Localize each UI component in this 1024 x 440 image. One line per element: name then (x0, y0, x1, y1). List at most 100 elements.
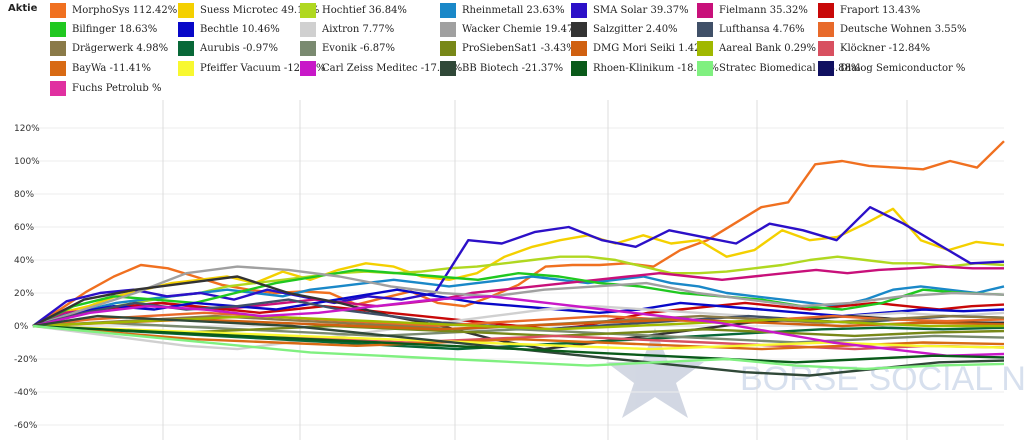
legend-label: Bechtle 10.46% (200, 23, 280, 35)
legend-item[interactable]: Rheinmetall 23.63% (440, 2, 565, 18)
legend-item[interactable]: Aixtron 7.77% (300, 21, 394, 37)
series-lines (32, 140, 1005, 377)
legend-label: Dialog Semiconductor % (840, 62, 966, 74)
legend-swatch (818, 21, 834, 37)
legend-swatch (50, 80, 66, 96)
legend-item[interactable]: Deutsche Wohnen 3.55% (818, 21, 966, 37)
legend-label: Stratec Biomedical -23.88% (719, 62, 861, 74)
legend-item[interactable]: Fuchs Petrolub % (50, 80, 161, 96)
legend-swatch (178, 40, 194, 56)
legend-label: Fraport 13.43% (840, 4, 921, 16)
y-tick-label: -40% (14, 388, 38, 398)
legend-label: Lufthansa 4.76% (719, 23, 805, 35)
legend-swatch (300, 60, 316, 76)
legend-item[interactable]: ProSiebenSat1 -3.43% (440, 40, 576, 56)
legend-item[interactable]: Aurubis -0.97% (178, 40, 278, 56)
legend-item[interactable]: Salzgitter 2.40% (571, 21, 678, 37)
legend-item[interactable]: Lufthansa 4.76% (697, 21, 805, 37)
y-tick-label: -20% (14, 355, 38, 365)
legend-label: SMA Solar 39.37% (593, 4, 689, 16)
legend-item[interactable]: Klöckner -12.84% (818, 40, 930, 56)
y-tick-label: 20% (14, 289, 34, 299)
legend-swatch (571, 40, 587, 56)
legend-swatch (697, 21, 713, 37)
legend-label: ProSiebenSat1 -3.43% (462, 42, 576, 54)
legend-item[interactable]: Drägerwerk 4.98% (50, 40, 168, 56)
legend-swatch (178, 2, 194, 18)
legend-label: Fielmann 35.32% (719, 4, 808, 16)
legend-item[interactable]: Stratec Biomedical -23.88% (697, 60, 860, 76)
legend-swatch (440, 21, 456, 37)
legend-label: Salzgitter 2.40% (593, 23, 678, 35)
legend-label: Hochtief 36.84% (322, 4, 407, 16)
legend-label: Rhoen-Klinikum -18.69% (593, 62, 719, 74)
series-line (32, 265, 1005, 328)
legend-swatch (571, 60, 587, 76)
legend-label: Fuchs Petrolub % (72, 82, 162, 94)
legend-title: Aktie (8, 3, 38, 14)
legend-swatch (571, 2, 587, 18)
legend-item[interactable]: BayWa -11.41% (50, 60, 151, 76)
legend-item[interactable]: Fielmann 35.32% (697, 2, 808, 18)
legend-item[interactable]: BB Biotech -21.37% (440, 60, 563, 76)
legend-swatch (440, 40, 456, 56)
legend-swatch (50, 2, 66, 18)
y-tick-label: 60% (14, 223, 34, 233)
legend-swatch (697, 2, 713, 18)
legend-item[interactable]: DMG Mori Seiki 1.42% (571, 40, 710, 56)
legend-swatch (818, 2, 834, 18)
y-tick-label: 80% (14, 190, 34, 200)
legend-label: Carl Zeiss Meditec -17.04% (322, 62, 463, 74)
legend-item[interactable]: Hochtief 36.84% (300, 2, 407, 18)
series-line (32, 205, 1005, 327)
legend-swatch (300, 40, 316, 56)
legend-label: Bilfinger 18.63% (72, 23, 158, 35)
series-line (32, 140, 1005, 328)
y-tick-label: 0% (14, 322, 29, 332)
legend-item[interactable]: Suess Microtec 49.15% (178, 2, 319, 18)
legend-item[interactable]: Bilfinger 18.63% (50, 21, 157, 37)
legend-label: BayWa -11.41% (72, 62, 152, 74)
legend-label: Evonik -6.87% (322, 42, 395, 54)
legend-swatch (178, 21, 194, 37)
y-tick-label: 40% (14, 256, 34, 266)
legend-item[interactable]: Rhoen-Klinikum -18.69% (571, 60, 719, 76)
legend-label: Aixtron 7.77% (322, 23, 395, 35)
legend-item[interactable]: SMA Solar 39.37% (571, 2, 689, 18)
legend-swatch (178, 60, 194, 76)
y-tick-label: 120% (14, 124, 40, 134)
legend-label: Drägerwerk 4.98% (72, 42, 169, 54)
legend-label: BB Biotech -21.37% (462, 62, 564, 74)
legend-swatch (697, 40, 713, 56)
series-line (32, 324, 1005, 364)
legend-item[interactable]: Aareal Bank 0.29% (697, 40, 816, 56)
legend-swatch (300, 2, 316, 18)
watermark-star-icon (606, 328, 704, 418)
legend-item[interactable]: Fraport 13.43% (818, 2, 920, 18)
legend-swatch (697, 60, 713, 76)
legend-item[interactable]: Dialog Semiconductor % (818, 60, 965, 76)
legend-label: Wacker Chemie 19.47% (462, 23, 583, 35)
legend: Aktie MorphoSys 112.42% Suess Microtec 49… (0, 0, 1024, 100)
series-line (32, 311, 1005, 328)
legend-item[interactable]: Bechtle 10.46% (178, 21, 280, 37)
legend-label: Aareal Bank 0.29% (719, 42, 816, 54)
y-tick-label: -60% (14, 421, 38, 431)
legend-swatch (50, 21, 66, 37)
legend-item[interactable]: MorphoSys 112.42% (50, 2, 177, 18)
legend-label: Pfeiffer Vacuum -12.70% (200, 62, 326, 74)
series-line (32, 324, 1005, 351)
y-tick-label: 100% (14, 157, 40, 167)
legend-swatch (50, 40, 66, 56)
legend-label: DMG Mori Seiki 1.42% (593, 42, 711, 54)
series-line (32, 314, 1004, 331)
legend-item[interactable]: Carl Zeiss Meditec -17.04% (300, 60, 462, 76)
legend-item[interactable]: Evonik -6.87% (300, 40, 395, 56)
legend-item[interactable]: Wacker Chemie 19.47% (440, 21, 583, 37)
legend-swatch (818, 60, 834, 76)
legend-item[interactable]: Pfeiffer Vacuum -12.70% (178, 60, 325, 76)
series-line (32, 321, 1005, 344)
legend-swatch (50, 60, 66, 76)
series-line (32, 295, 1005, 357)
y-axis: 120% 100% 80% 60% 40% 20% 0% -20% -40% -60% (14, 124, 40, 431)
